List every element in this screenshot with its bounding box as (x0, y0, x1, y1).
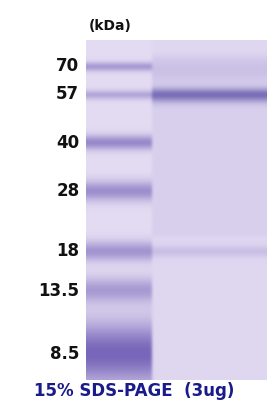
Text: 13.5: 13.5 (38, 282, 79, 300)
Text: 28: 28 (56, 182, 79, 200)
Text: 57: 57 (56, 86, 79, 104)
Text: (kDa): (kDa) (89, 19, 132, 33)
Text: 70: 70 (56, 58, 79, 76)
Text: 40: 40 (56, 134, 79, 152)
Text: 18: 18 (56, 242, 79, 260)
Text: 8.5: 8.5 (50, 344, 79, 362)
Text: 15% SDS-PAGE  (3ug): 15% SDS-PAGE (3ug) (34, 382, 235, 400)
